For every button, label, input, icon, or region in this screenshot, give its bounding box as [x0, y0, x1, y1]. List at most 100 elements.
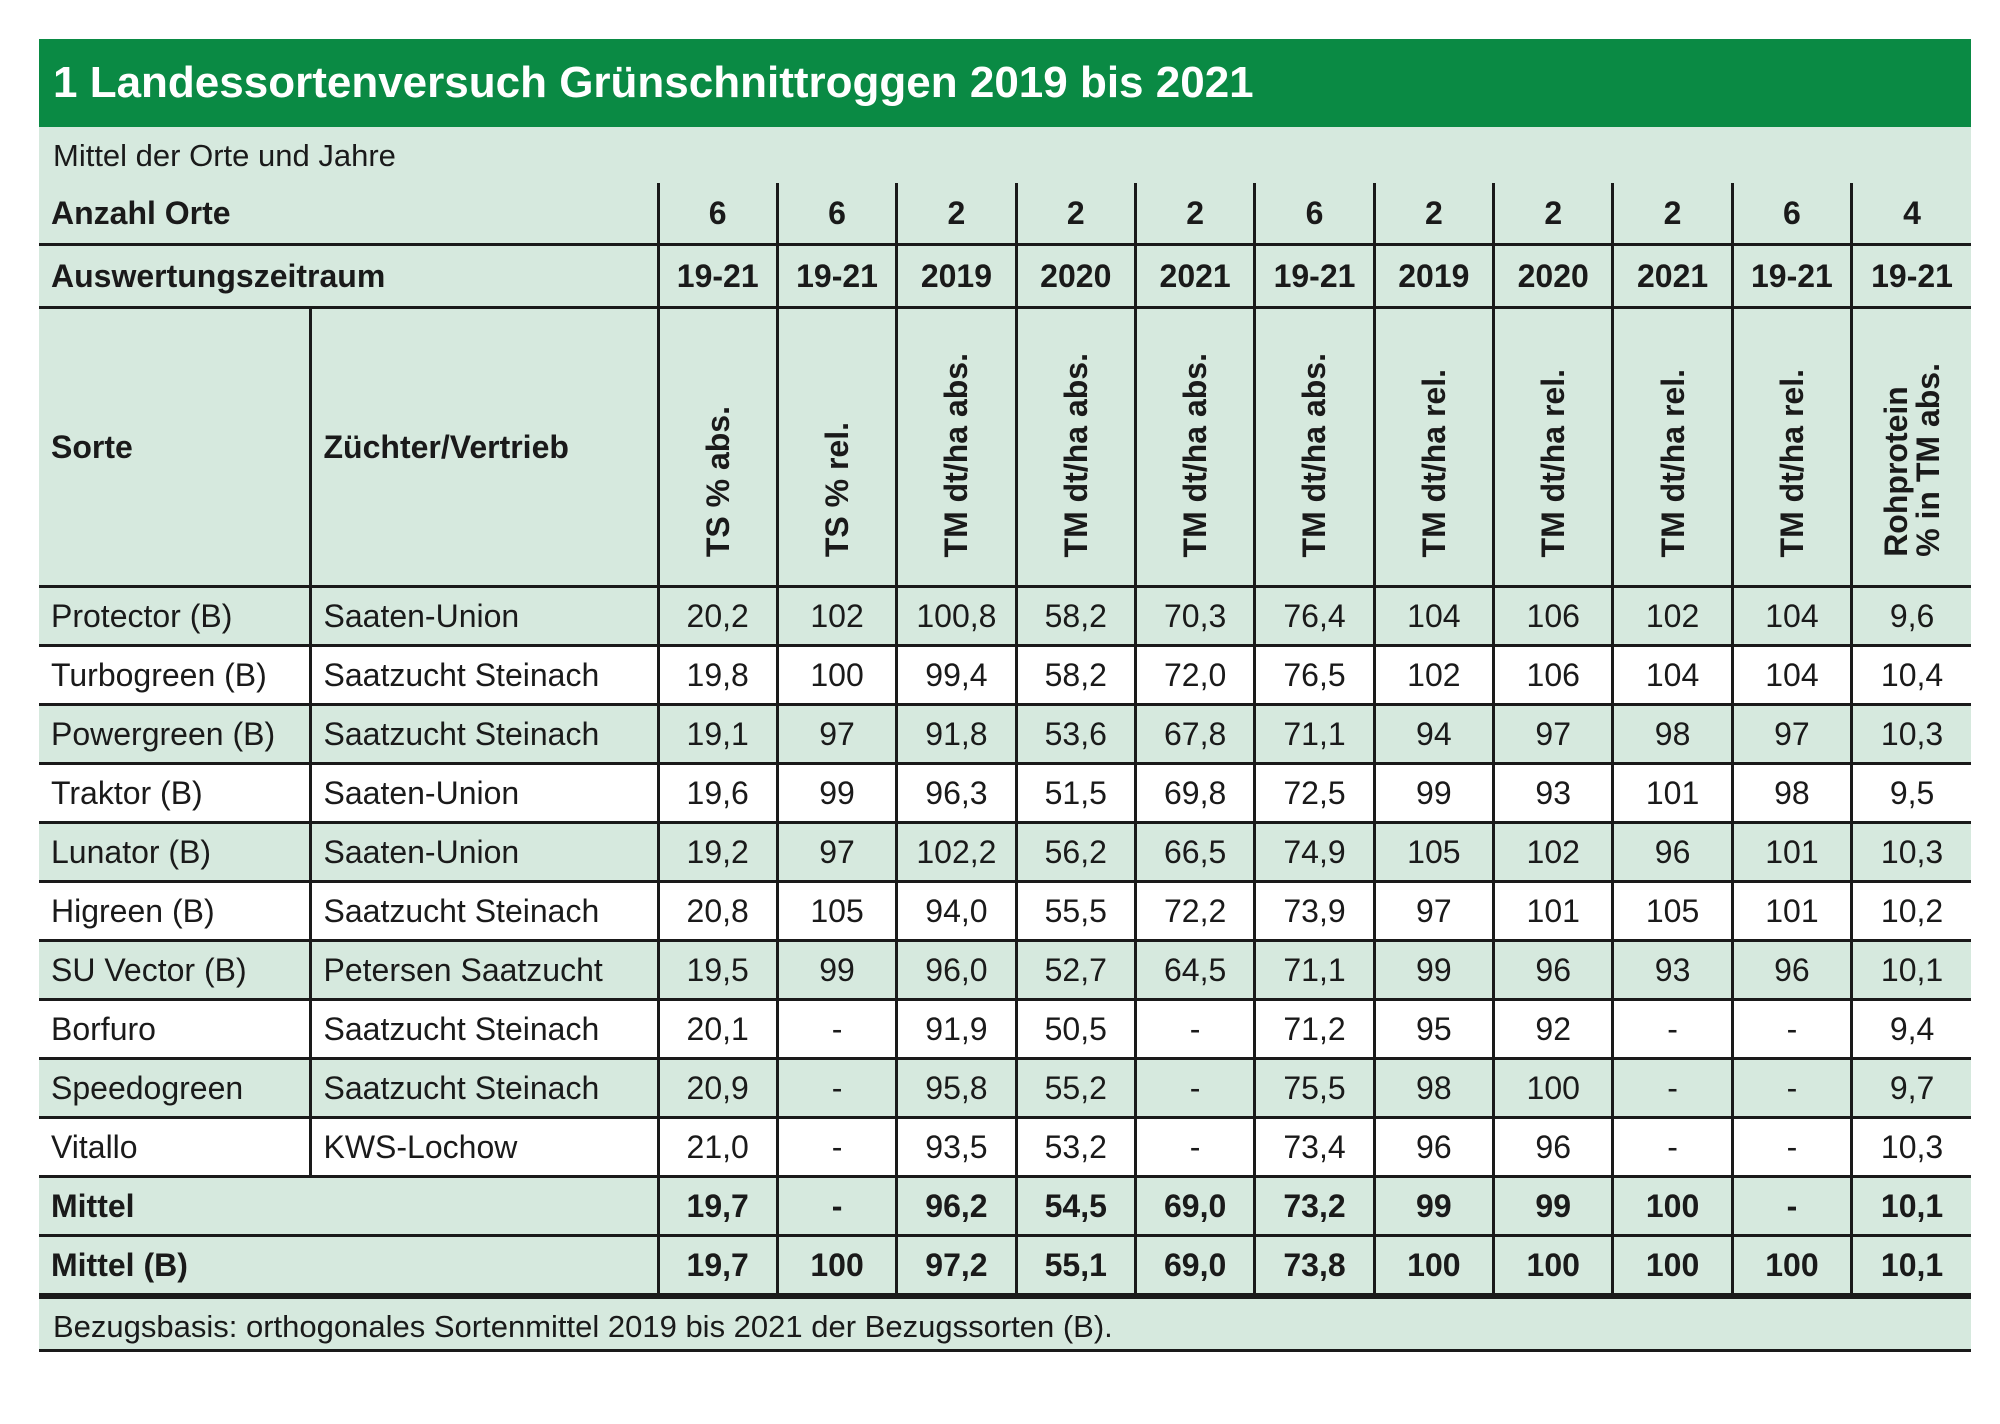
column-header: TS % rel. [775, 306, 899, 588]
value-cell: 106 [1492, 644, 1615, 706]
summary-value-cell: - [775, 1175, 899, 1237]
value-cell: 20,1 [656, 998, 779, 1060]
value-cell: - [775, 1057, 899, 1119]
value-cell: 96 [1730, 939, 1854, 1001]
value-cell: 105 [775, 880, 899, 942]
value-cell: 10,3 [1850, 1116, 1971, 1178]
table-row: Powergreen (B) Saatzucht Steinach 19,1 97 91… [39, 703, 1971, 765]
value-cell: 95 [1372, 998, 1496, 1060]
table-row: Protector (B) Saaten-Union 20,2 102 100,8 58,… [39, 585, 1971, 647]
value-cell: - [1611, 998, 1734, 1060]
summary-value-cell: 100 [1730, 1234, 1854, 1296]
value-cell: - [1133, 1057, 1257, 1119]
anzahl-orte-cell: 4 [1850, 183, 1971, 246]
value-cell: 98 [1611, 703, 1734, 765]
value-cell: 93,5 [895, 1116, 1018, 1178]
value-cell: 97 [775, 703, 899, 765]
value-cell: 101 [1611, 762, 1734, 824]
column-header: TM dt/ha abs. [895, 306, 1018, 588]
value-cell: 99,4 [895, 644, 1018, 706]
value-cell: 97 [1372, 880, 1496, 942]
sorte-cell: SU Vector (B) [39, 939, 312, 1001]
auswertungszeitraum-cell: 19-21 [775, 243, 899, 309]
anzahl-orte-cell: 6 [775, 183, 899, 246]
value-cell: 10,2 [1850, 880, 1971, 942]
value-cell: 102 [1611, 585, 1734, 647]
value-cell: 10,3 [1850, 821, 1971, 883]
value-cell: 102 [1372, 644, 1496, 706]
column-header: TS % abs. [656, 306, 779, 588]
auswertungszeitraum-cell: 2021 [1133, 243, 1257, 309]
auswertungszeitraum-cell: 19-21 [1253, 243, 1376, 309]
value-cell: 9,7 [1850, 1057, 1971, 1119]
value-cell: 69,8 [1133, 762, 1257, 824]
sorte-cell: Traktor (B) [39, 762, 312, 824]
value-cell: 100,8 [895, 585, 1018, 647]
value-cell: 93 [1492, 762, 1615, 824]
sorte-cell: Speedogreen [39, 1057, 312, 1119]
anzahl-orte-cell: 6 [1253, 183, 1376, 246]
value-cell: 104 [1372, 585, 1496, 647]
value-cell: 97 [775, 821, 899, 883]
column-header: TM dt/ha abs. [1133, 306, 1257, 588]
value-cell: 67,8 [1133, 703, 1257, 765]
sorte-cell: Powergreen (B) [39, 703, 312, 765]
summary-value-cell: 100 [1372, 1234, 1496, 1296]
value-cell: 99 [775, 762, 899, 824]
zuechter-cell: Saatzucht Steinach [308, 1057, 660, 1119]
auswertungszeitraum-cell: 2019 [895, 243, 1018, 309]
results-table-panel: 1 Landessortenversuch Grünschnittroggen … [39, 39, 1971, 1352]
value-cell: 104 [1730, 585, 1854, 647]
zuechter-cell: Saaten-Union [308, 762, 660, 824]
auswertungszeitraum-cell: 19-21 [1730, 243, 1854, 309]
anzahl-orte-cell: 2 [895, 183, 1018, 246]
anzahl-orte-cell: 2 [1492, 183, 1615, 246]
summary-value-cell: 69,0 [1133, 1234, 1257, 1296]
summary-value-cell: 100 [1611, 1234, 1734, 1296]
value-cell: 98 [1730, 762, 1854, 824]
value-cell: 9,4 [1850, 998, 1971, 1060]
value-cell: 72,0 [1133, 644, 1257, 706]
value-cell: 100 [775, 644, 899, 706]
column-header-label: TM dt/ha rel. [1535, 368, 1572, 557]
summary-value-cell: 96,2 [895, 1175, 1018, 1237]
column-header-label: Rohprotein % in TM abs. [1878, 363, 1947, 557]
value-cell: - [1133, 998, 1257, 1060]
table-row: Higreen (B) Saatzucht Steinach 20,8 105 94,0… [39, 880, 1971, 942]
summary-value-cell: 19,7 [656, 1234, 779, 1296]
table-row: Speedogreen Saatzucht Steinach 20,9-95,8 55… [39, 1057, 1971, 1119]
summary-value-cell: 100 [1611, 1175, 1734, 1237]
value-cell: 53,6 [1014, 703, 1137, 765]
anzahl-orte-cell: 2 [1611, 183, 1734, 246]
column-header-label: TM dt/ha abs. [1177, 352, 1214, 557]
value-cell: 56,2 [1014, 821, 1137, 883]
value-cell: - [1730, 1116, 1854, 1178]
value-cell: 91,9 [895, 998, 1018, 1060]
value-cell: 19,1 [656, 703, 779, 765]
table-row: Turbogreen (B) Saatzucht Steinach 19,8 100 9… [39, 644, 1971, 706]
value-cell: 105 [1372, 821, 1496, 883]
anzahl-orte-label: Anzahl Orte [39, 183, 660, 246]
value-cell: 96,3 [895, 762, 1018, 824]
zuechter-cell: Petersen Saatzucht [308, 939, 660, 1001]
value-cell: 96,0 [895, 939, 1018, 1001]
table-row: Vitallo KWS-Lochow 21,0-93,5 53,2-73,4 96 96-… [39, 1116, 1971, 1178]
zuechter-header: Züchter/Vertrieb [308, 306, 660, 588]
summary-label: Mittel (B) [39, 1234, 660, 1296]
sorte-cell: Turbogreen (B) [39, 644, 312, 706]
summary-value-cell: 73,2 [1253, 1175, 1376, 1237]
zuechter-cell: Saaten-Union [308, 585, 660, 647]
value-cell: 50,5 [1014, 998, 1137, 1060]
anzahl-orte-cell: 6 [1730, 183, 1854, 246]
value-cell: 71,1 [1253, 703, 1376, 765]
value-cell: 106 [1492, 585, 1615, 647]
value-cell: 101 [1492, 880, 1615, 942]
value-cell: - [1730, 998, 1854, 1060]
value-cell: 58,2 [1014, 644, 1137, 706]
table-row: Traktor (B) Saaten-Union 19,6 99 96,3 51,5 69,… [39, 762, 1971, 824]
value-cell: 102 [775, 585, 899, 647]
summary-row: Mittel (B) 19,7 100 97,2 55,1 69,0 73,8 100 100 1… [39, 1234, 1971, 1296]
auswertungszeitraum-cell: 19-21 [1850, 243, 1971, 309]
column-header: Rohprotein % in TM abs. [1850, 306, 1971, 588]
table-row: Borfuro Saatzucht Steinach 20,1-91,9 50,5-7… [39, 998, 1971, 1060]
